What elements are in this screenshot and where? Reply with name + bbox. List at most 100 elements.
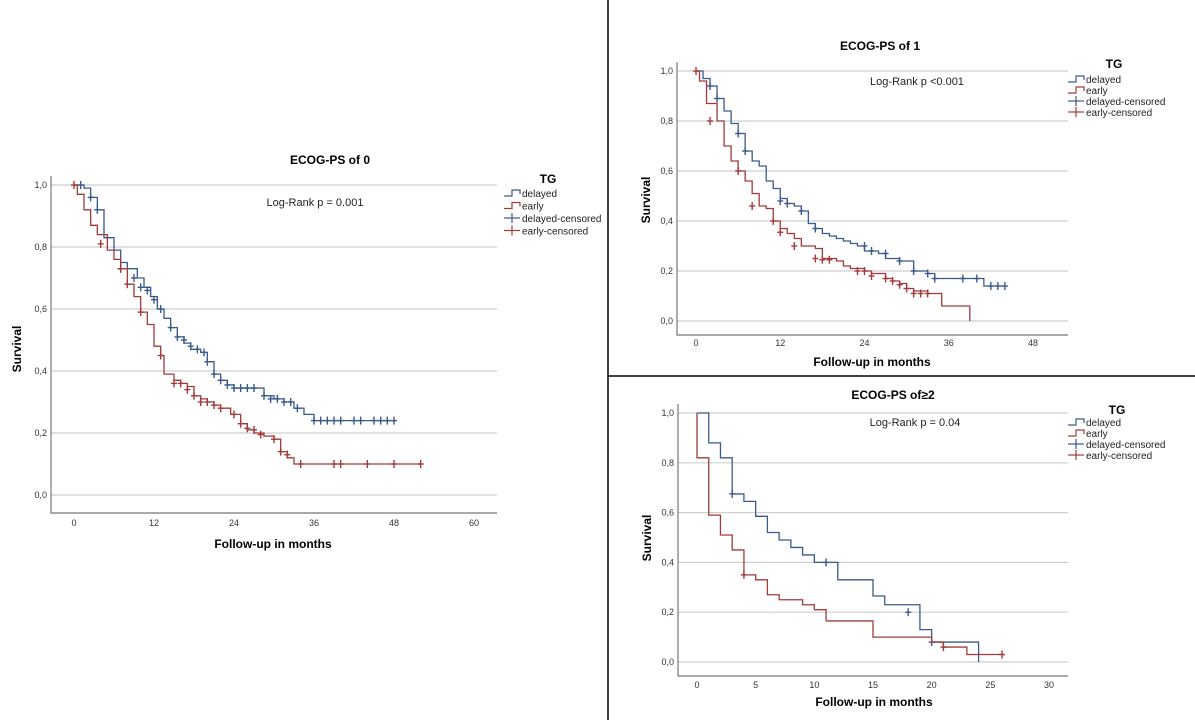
censor-mark-early: [417, 460, 424, 468]
censor-mark-early: [812, 254, 819, 263]
y-tick-label: 0,6: [661, 508, 674, 518]
x-axis-title: Follow-up in months: [214, 537, 332, 551]
legend-entry-early: early: [1068, 429, 1108, 440]
legend-entry-early: early: [504, 202, 544, 213]
censor-mark-early: [157, 351, 164, 360]
censor-mark-delayed: [174, 332, 181, 341]
censor-mark-early: [896, 280, 903, 289]
censor-mark-early: [791, 242, 798, 250]
legend-entry-early-censored: early-censored: [1068, 107, 1152, 119]
censor-mark-early: [770, 217, 777, 225]
y-tick-label: 0,2: [660, 266, 673, 276]
censor-mark-delayed: [244, 384, 251, 393]
x-axis-title: Follow-up in months: [815, 695, 933, 709]
axis-frame: [50, 176, 497, 514]
survival-curve-delayed: [697, 412, 980, 662]
censor-mark-delayed: [931, 274, 938, 283]
censor-mark-delayed: [274, 394, 281, 403]
legend-label: early-censored: [1086, 108, 1152, 119]
censor-mark-delayed: [204, 357, 211, 366]
y-tick-label: 0,4: [661, 557, 674, 567]
y-axis-title: Survival: [10, 326, 24, 373]
legend-entry-delayed-censored: delayed-censored: [1068, 96, 1166, 108]
censor-mark-early: [707, 117, 714, 125]
censor-mark-delayed: [131, 274, 137, 282]
x-tick-label: 48: [1028, 338, 1038, 348]
chart-title: ECOG-PS of 1: [840, 39, 920, 53]
legend-entry-delayed-censored: delayed-censored: [1068, 439, 1166, 451]
censor-mark-delayed: [371, 416, 377, 425]
censor-mark-early: [889, 277, 896, 285]
censor-mark-delayed: [707, 82, 714, 90]
censor-mark-early: [364, 460, 371, 468]
censor-mark-early: [251, 425, 257, 434]
legend: delayedearlydelayed-censoredearly-censor…: [1068, 418, 1166, 462]
step-line-icon: [1068, 86, 1085, 94]
censor-mark-delayed: [157, 305, 164, 313]
censor-mark-delayed: [714, 94, 721, 103]
censor-mark-early: [826, 255, 833, 264]
x-tick-label: 10: [809, 680, 819, 690]
censor-mark-delayed: [784, 199, 791, 208]
censor-mark-early: [257, 430, 264, 439]
x-tick-label: 20: [927, 680, 937, 690]
censor-mark-delayed: [281, 398, 287, 406]
x-tick-label: 5: [753, 680, 758, 690]
censor-mark-delayed: [959, 274, 966, 283]
legend-label: early: [1086, 86, 1108, 97]
survival-curve-early: [696, 70, 971, 321]
x-tick-label: 15: [868, 680, 878, 690]
censor-mark-early: [999, 650, 1006, 659]
censor-mark-delayed: [201, 348, 207, 357]
censor-mark-delayed: [924, 269, 931, 278]
chart-title: ECOG-PS of≥2: [851, 388, 935, 402]
x-tick-label: 30: [1044, 680, 1054, 690]
censor-mark-early: [184, 385, 191, 394]
censor-mark-early: [244, 424, 251, 433]
censor-mark-delayed: [287, 398, 294, 406]
y-tick-label: 0,6: [660, 166, 673, 176]
censor-mark-delayed: [231, 384, 237, 393]
censor-mark-delayed: [391, 416, 397, 425]
censor-mark-delayed: [211, 370, 217, 379]
censor-mark-delayed: [144, 286, 151, 295]
censor-mark-delayed: [882, 249, 889, 258]
censor-mark-delayed: [294, 404, 301, 413]
x-tick-label: 48: [389, 518, 399, 528]
x-tick-label: 0: [71, 518, 76, 528]
y-tick-label: 0,8: [34, 242, 47, 252]
censor-mark-delayed: [94, 205, 101, 214]
legend-entry-delayed: delayed: [1068, 418, 1121, 429]
legend: delayedearlydelayed-censoredearly-censor…: [1068, 75, 1166, 119]
censor-mark-early: [740, 570, 747, 579]
censor-mark-early: [917, 289, 924, 298]
censor-mark-early: [749, 202, 756, 210]
survival-curve-delayed: [696, 70, 1005, 287]
legend-label: delayed-censored: [1086, 97, 1166, 108]
censor-mark-early: [124, 280, 131, 289]
y-axis-title: Survival: [640, 515, 654, 562]
legend-label: delayed: [1086, 418, 1121, 429]
censor-mark-early: [777, 228, 784, 237]
censor-mark-early: [231, 410, 237, 419]
survival-curve-early: [74, 184, 421, 465]
censor-mark-early: [284, 450, 291, 459]
y-axis-title: Survival: [639, 177, 653, 224]
censor-mark-delayed: [261, 391, 267, 400]
y-tick-label: 1,0: [660, 66, 673, 76]
censor-mark-early: [868, 272, 875, 280]
step-line-icon: [504, 189, 521, 197]
censor-mark-delayed: [167, 323, 174, 332]
censor-mark-early: [204, 398, 211, 406]
censor-mark-delayed: [137, 283, 144, 292]
y-tick-label: 1,0: [661, 408, 674, 418]
legend-entry-early-censored: early-censored: [1068, 450, 1152, 462]
x-tick-label: 0: [693, 338, 698, 348]
censor-mark-delayed: [224, 380, 231, 389]
km-panel-ecog-2plus: ECOG-PS of≥2 Log-Rank p = 0.04 Follow-up…: [640, 388, 1166, 709]
legend-title: TG: [540, 172, 557, 186]
x-tick-label: 12: [775, 338, 785, 348]
survival-curve-early: [696, 413, 1003, 656]
censor-mark-early: [97, 239, 104, 248]
